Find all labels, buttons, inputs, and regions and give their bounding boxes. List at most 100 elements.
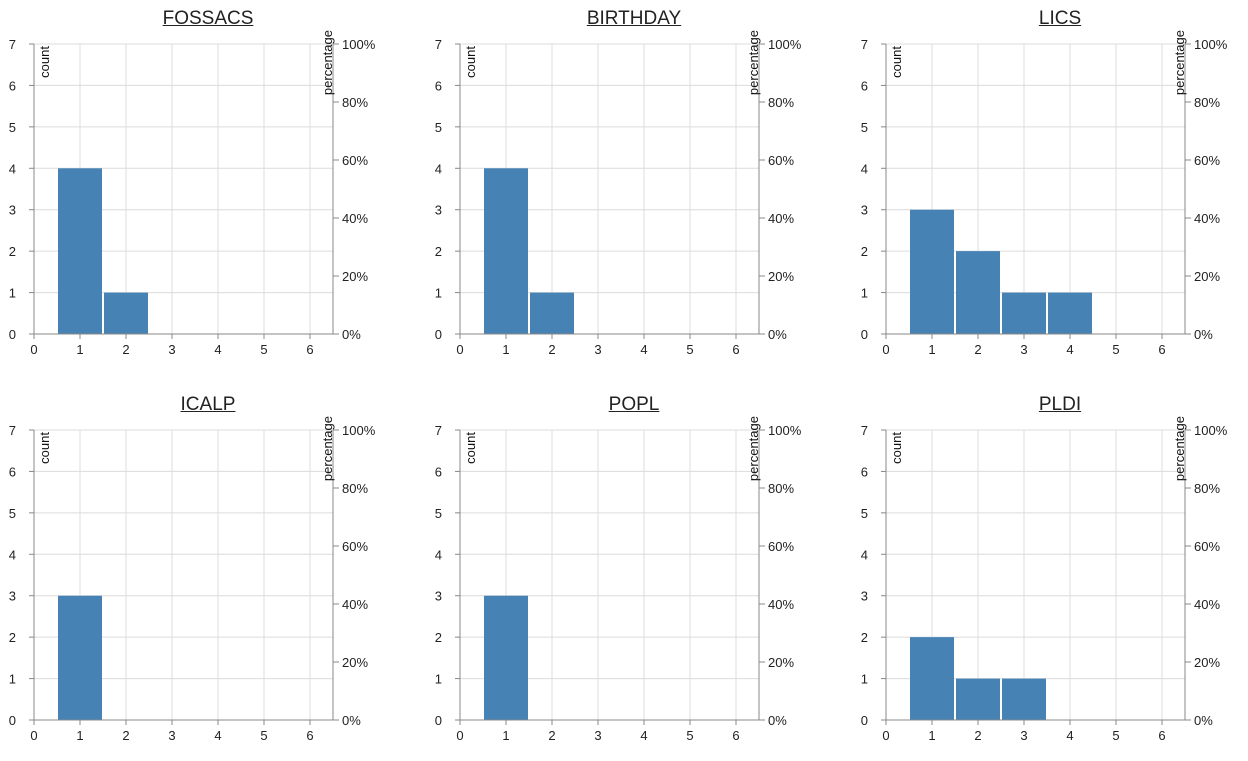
y-axis-title-count: count xyxy=(889,46,904,78)
x-tick-label: 6 xyxy=(306,342,313,357)
pct-tick-label: 60% xyxy=(768,153,794,168)
pct-tick-label: 100% xyxy=(1194,423,1228,438)
y-axis-title-percentage: percentage xyxy=(320,416,335,481)
pct-tick-label: 0% xyxy=(342,327,361,342)
y-axis-title-count: count xyxy=(37,46,52,78)
y-axis-title-count: count xyxy=(37,432,52,464)
chart-panel-popl: POPL 0 1 2 3 4 5 6 0 1 2 3 4 5 6 7 0% 20% 40% 60% 80% 100% co… xyxy=(426,386,842,761)
pct-tick-label: 60% xyxy=(768,539,794,554)
chart-plot: 0 1 2 3 4 5 6 0 1 2 3 4 5 6 7 0% 20% 40% 60% 80% 100% count pe… xyxy=(861,416,1228,743)
x-tick-label: 3 xyxy=(594,342,601,357)
x-tick-label: 0 xyxy=(30,342,37,357)
y-tick-label: 5 xyxy=(9,506,16,521)
y-tick-label: 3 xyxy=(861,203,868,218)
x-tick-label: 6 xyxy=(1158,342,1165,357)
chart-plot: 0 1 2 3 4 5 6 0 1 2 3 4 5 6 7 0% 20% 40% 60% 80% 100% count pe… xyxy=(9,416,376,743)
y-tick-label: 0 xyxy=(9,327,16,342)
y-axis-title-percentage: percentage xyxy=(1172,416,1187,481)
pct-tick-label: 80% xyxy=(768,95,794,110)
x-tick-label: 4 xyxy=(640,728,647,743)
x-tick-label: 2 xyxy=(548,342,555,357)
pct-tick-label: 40% xyxy=(768,211,794,226)
y-tick-label: 7 xyxy=(861,423,868,438)
pct-tick-label: 40% xyxy=(342,211,368,226)
y-tick-label: 4 xyxy=(9,161,16,176)
bar xyxy=(104,292,148,334)
x-tick-label: 3 xyxy=(594,728,601,743)
x-tick-label: 5 xyxy=(1112,728,1119,743)
y-tick-label: 7 xyxy=(861,37,868,52)
y-axis-title-percentage: percentage xyxy=(1172,30,1187,95)
chart-panel-pldi: PLDI 0 1 2 3 4 5 6 0 1 2 3 4 5 6 7 0% 20% 40% 60% 80% 100% co… xyxy=(852,386,1248,761)
y-axis-title-count: count xyxy=(463,46,478,78)
y-tick-label: 6 xyxy=(435,78,442,93)
bar xyxy=(484,595,528,720)
chart-title: PLDI xyxy=(1038,394,1082,415)
y-tick-label: 1 xyxy=(435,286,442,301)
x-tick-label: 1 xyxy=(502,728,509,743)
bar xyxy=(1048,292,1092,334)
y-tick-label: 7 xyxy=(9,423,16,438)
bar xyxy=(58,595,102,720)
y-tick-label: 2 xyxy=(9,244,16,259)
chart-plot: 0 1 2 3 4 5 6 0 1 2 3 4 5 6 7 0% 20% 40% 60% 80% 100% count pe… xyxy=(435,30,802,357)
x-tick-label: 1 xyxy=(928,342,935,357)
y-tick-label: 5 xyxy=(861,120,868,135)
bar xyxy=(484,168,528,334)
x-tick-label: 6 xyxy=(1158,728,1165,743)
y-tick-label: 6 xyxy=(861,78,868,93)
pct-tick-label: 20% xyxy=(768,655,794,670)
x-tick-label: 5 xyxy=(1112,342,1119,357)
x-tick-label: 0 xyxy=(882,728,889,743)
y-tick-label: 2 xyxy=(861,244,868,259)
pct-tick-label: 80% xyxy=(1194,481,1220,496)
pct-tick-label: 20% xyxy=(768,269,794,284)
x-tick-label: 3 xyxy=(168,728,175,743)
y-tick-label: 6 xyxy=(861,464,868,479)
pct-tick-label: 20% xyxy=(342,269,368,284)
y-tick-label: 4 xyxy=(861,161,868,176)
pct-tick-label: 80% xyxy=(768,481,794,496)
bar xyxy=(58,168,102,334)
x-tick-label: 2 xyxy=(974,728,981,743)
y-tick-label: 1 xyxy=(861,672,868,687)
y-axis-title-percentage: percentage xyxy=(746,30,761,95)
y-axis-title-count: count xyxy=(463,432,478,464)
y-tick-label: 0 xyxy=(435,327,442,342)
y-tick-label: 7 xyxy=(9,37,16,52)
y-tick-label: 0 xyxy=(9,713,16,728)
pct-tick-label: 0% xyxy=(342,713,361,728)
y-tick-label: 5 xyxy=(861,506,868,521)
pct-tick-label: 0% xyxy=(1194,713,1213,728)
y-tick-label: 1 xyxy=(861,286,868,301)
bar xyxy=(1002,678,1046,720)
y-tick-label: 6 xyxy=(9,464,16,479)
pct-tick-label: 60% xyxy=(342,153,368,168)
y-tick-label: 1 xyxy=(9,286,16,301)
pct-tick-label: 60% xyxy=(1194,153,1220,168)
x-tick-label: 3 xyxy=(168,342,175,357)
y-tick-label: 3 xyxy=(435,203,442,218)
y-tick-label: 2 xyxy=(9,630,16,645)
x-tick-label: 2 xyxy=(548,728,555,743)
y-tick-label: 7 xyxy=(435,37,442,52)
bar xyxy=(910,637,954,720)
chart-plot: 0 1 2 3 4 5 6 0 1 2 3 4 5 6 7 0% 20% 40% 60% 80% 100% count pe… xyxy=(861,30,1228,357)
y-tick-label: 0 xyxy=(861,327,868,342)
y-tick-label: 0 xyxy=(435,713,442,728)
y-tick-label: 7 xyxy=(435,423,442,438)
pct-tick-label: 100% xyxy=(342,423,376,438)
y-axis-title-percentage: percentage xyxy=(320,30,335,95)
chart-title: BIRTHDAY xyxy=(586,8,682,29)
chart-title: POPL xyxy=(608,394,660,415)
chart-title: LICS xyxy=(1038,8,1082,29)
pct-tick-label: 20% xyxy=(342,655,368,670)
pct-tick-label: 80% xyxy=(342,481,368,496)
y-tick-label: 3 xyxy=(435,589,442,604)
pct-tick-label: 40% xyxy=(1194,597,1220,612)
pct-tick-label: 100% xyxy=(768,37,802,52)
y-tick-label: 4 xyxy=(9,547,16,562)
x-tick-label: 0 xyxy=(882,342,889,357)
y-tick-label: 1 xyxy=(9,672,16,687)
x-tick-label: 4 xyxy=(1066,728,1073,743)
